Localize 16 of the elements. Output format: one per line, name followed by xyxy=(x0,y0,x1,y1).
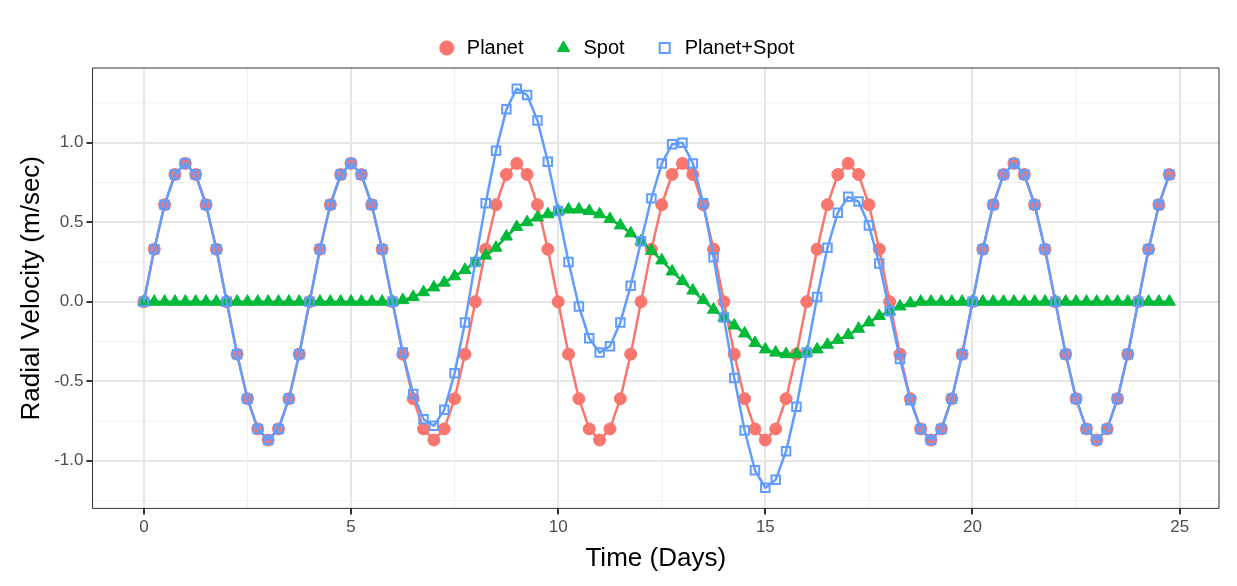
x-tick-label: 0 xyxy=(139,517,149,537)
y-tick-label: 0.5 xyxy=(59,211,84,231)
y-tick-label: 1.0 xyxy=(59,132,84,152)
y-axis-title: Radial Velocity (m/sec) xyxy=(14,155,45,421)
x-tick-label: 15 xyxy=(755,517,775,537)
legend-label: Planet xyxy=(466,35,524,58)
y-tick-label: 0.0 xyxy=(59,291,84,311)
x-tick-label: 10 xyxy=(548,517,568,537)
x-tick-label: 5 xyxy=(346,517,356,537)
x-axis-title: Time (Days) xyxy=(585,541,727,572)
y-tick-label: -1.0 xyxy=(54,450,84,470)
x-tick-label: 20 xyxy=(963,517,982,537)
y-tick-label: -0.5 xyxy=(54,370,84,390)
legend-label: Spot xyxy=(583,35,626,58)
x-tick-label: 25 xyxy=(1170,517,1190,537)
legend-label: Planet+Spot xyxy=(684,35,795,58)
